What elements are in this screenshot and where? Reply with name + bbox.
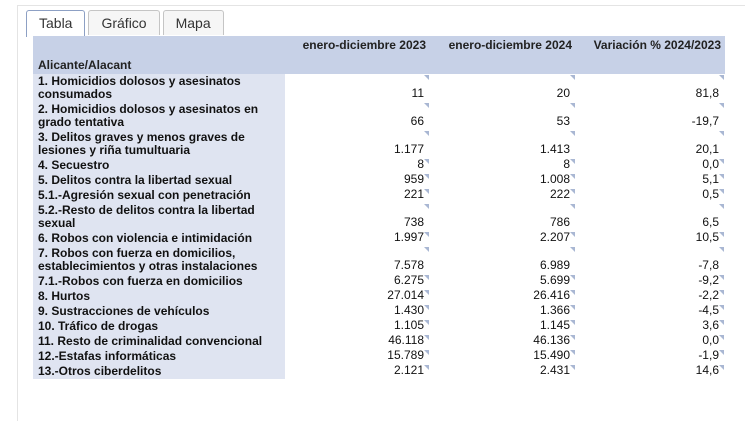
cell-value: 1.145 <box>430 319 576 334</box>
table-row: 2. Homicidios dolosos y asesinatos en gr… <box>33 102 725 130</box>
row-label: 5.1.-Agresión sexual con penetración <box>33 188 285 203</box>
cell-value: 20,1 <box>576 130 725 158</box>
cell-value: 2.431 <box>430 364 576 379</box>
cell-value: -4,5 <box>576 304 725 319</box>
cell-value: 1.177 <box>285 130 430 158</box>
table-row: 7. Robos con fuerza en domicilios, estab… <box>33 246 725 274</box>
cell-value: 1.413 <box>430 130 576 158</box>
row-label: 10. Tráfico de drogas <box>33 319 285 334</box>
cell-value: 6.275 <box>285 274 430 289</box>
cell-value: 11 <box>285 74 430 102</box>
cell-value: -7,8 <box>576 246 725 274</box>
tab[interactable]: Tabla <box>26 10 86 37</box>
cell-value: 6,5 <box>576 203 725 231</box>
cell-value: 8 <box>285 158 430 173</box>
table-row: 4. Secuestro 8 8 0,0 <box>33 158 725 173</box>
cell-value: 738 <box>285 203 430 231</box>
row-label: 9. Sustracciones de vehículos <box>33 304 285 319</box>
cell-value: 26.416 <box>430 289 576 304</box>
cell-value: 7.578 <box>285 246 430 274</box>
table-row: 5. Delitos contra la libertad sexual 959 1… <box>33 173 725 188</box>
cell-value: 3,6 <box>576 319 725 334</box>
cell-value: 0,0 <box>576 334 725 349</box>
row-label: 12.-Estafas informáticas <box>33 349 285 364</box>
cell-value: 46.118 <box>285 334 430 349</box>
cell-value: 1.366 <box>430 304 576 319</box>
cell-value: 2.121 <box>285 364 430 379</box>
cell-value: 959 <box>285 173 430 188</box>
row-label: 8. Hurtos <box>33 289 285 304</box>
row-label: 6. Robos con violencia e intimidación <box>33 231 285 246</box>
table-row: 5.1.-Agresión sexual con penetración 221 2… <box>33 188 725 203</box>
table-row: 5.2.-Resto de delitos contra la libertad… <box>33 203 725 231</box>
tab[interactable]: Gráfico <box>88 10 160 35</box>
row-label: 11. Resto de criminalidad convencional <box>33 334 285 349</box>
cell-value: 15.789 <box>285 349 430 364</box>
tab-bar: Tabla Gráfico Mapa <box>26 10 224 37</box>
row-label: 13.-Otros ciberdelitos <box>33 364 285 379</box>
table-row: 3. Delitos graves y menos graves de lesi… <box>33 130 725 158</box>
header-row: Alicante/Alacant enero-diciembre 2023 en… <box>33 36 725 74</box>
table-body: 1. Homicidios dolosos y asesinatos consu… <box>33 74 725 379</box>
table-row: 1. Homicidios dolosos y asesinatos consu… <box>33 74 725 102</box>
cell-value: 10,5 <box>576 231 725 246</box>
table-row: 8. Hurtos 27.014 26.416 -2,2 <box>33 289 725 304</box>
row-label: 7. Robos con fuerza en domicilios, estab… <box>33 246 285 274</box>
cell-value: 221 <box>285 188 430 203</box>
cell-value: 66 <box>285 102 430 130</box>
cell-value: -19,7 <box>576 102 725 130</box>
data-table: Alicante/Alacant enero-diciembre 2023 en… <box>33 36 725 379</box>
cell-value: 53 <box>430 102 576 130</box>
cell-value: 20 <box>430 74 576 102</box>
column-header: Variación % 2024/2023 <box>576 36 725 74</box>
region-header: Alicante/Alacant <box>33 36 285 74</box>
cell-value: 8 <box>430 158 576 173</box>
tab[interactable]: Mapa <box>162 10 224 35</box>
row-label: 2. Homicidios dolosos y asesinatos en gr… <box>33 102 285 130</box>
cell-value: 5.699 <box>430 274 576 289</box>
row-label: 5.2.-Resto de delitos contra la libertad… <box>33 203 285 231</box>
cell-value: -9,2 <box>576 274 725 289</box>
table-row: 11. Resto de criminalidad convencional 46… <box>33 334 725 349</box>
cell-value: 786 <box>430 203 576 231</box>
table-row: 13.-Otros ciberdelitos 2.121 2.431 14,6 <box>33 364 725 379</box>
cell-value: 1.105 <box>285 319 430 334</box>
cell-value: 0,0 <box>576 158 725 173</box>
cell-value: 1.430 <box>285 304 430 319</box>
table-row: 7.1.-Robos con fuerza en domicilios 6.275… <box>33 274 725 289</box>
row-label: 4. Secuestro <box>33 158 285 173</box>
cell-value: 27.014 <box>285 289 430 304</box>
table-row: 6. Robos con violencia e intimidación 1.9… <box>33 231 725 246</box>
column-header: enero-diciembre 2023 <box>285 36 430 74</box>
row-label: 3. Delitos graves y menos graves de lesi… <box>33 130 285 158</box>
cell-value: 15.490 <box>430 349 576 364</box>
row-label: 7.1.-Robos con fuerza en domicilios <box>33 274 285 289</box>
cell-value: -2,2 <box>576 289 725 304</box>
cell-value: -1,9 <box>576 349 725 364</box>
cell-value: 1.008 <box>430 173 576 188</box>
cell-value: 2.207 <box>430 231 576 246</box>
cell-value: 1.997 <box>285 231 430 246</box>
cell-value: 14,6 <box>576 364 725 379</box>
cell-value: 46.136 <box>430 334 576 349</box>
cell-value: 0,5 <box>576 188 725 203</box>
table-row: 12.-Estafas informáticas 15.789 15.490 -1,9 <box>33 349 725 364</box>
row-label: 1. Homicidios dolosos y asesinatos consu… <box>33 74 285 102</box>
cell-value: 222 <box>430 188 576 203</box>
table-row: 10. Tráfico de drogas 1.105 1.145 3,6 <box>33 319 725 334</box>
cell-value: 6.989 <box>430 246 576 274</box>
cell-value: 5,1 <box>576 173 725 188</box>
panel <box>17 5 745 421</box>
cell-value: 81,8 <box>576 74 725 102</box>
table-row: 9. Sustracciones de vehículos 1.430 1.366-… <box>33 304 725 319</box>
row-label: 5. Delitos contra la libertad sexual <box>33 173 285 188</box>
column-header: enero-diciembre 2024 <box>430 36 576 74</box>
